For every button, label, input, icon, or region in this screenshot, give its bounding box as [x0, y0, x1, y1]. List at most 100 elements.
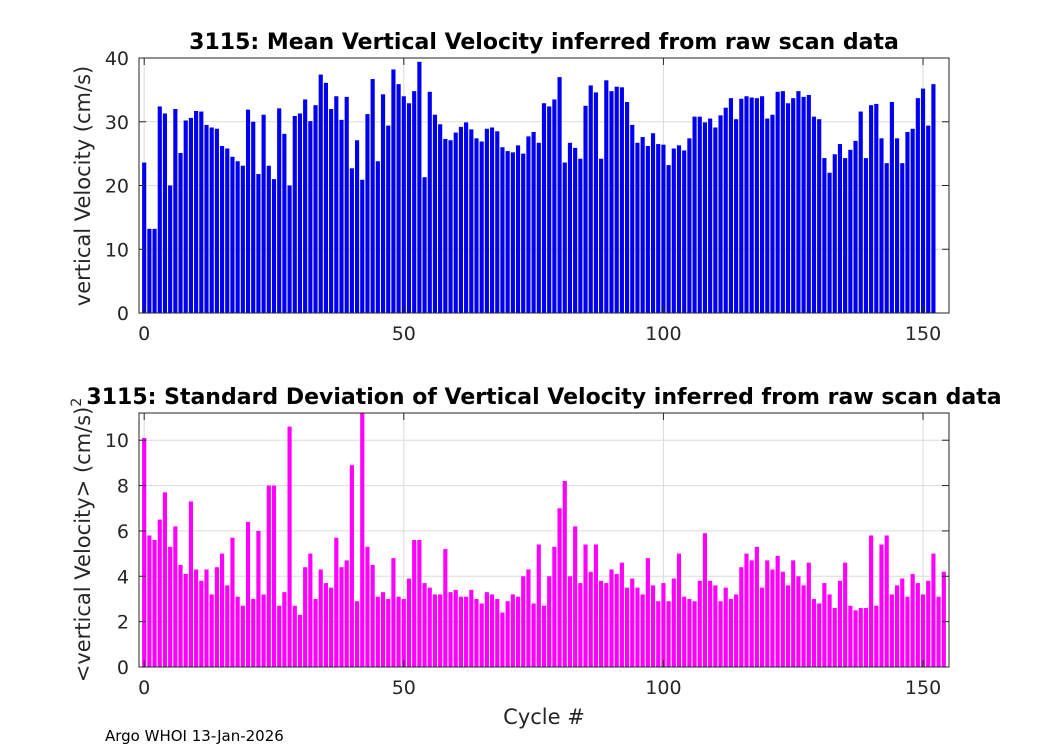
bar: [448, 140, 453, 313]
bar: [661, 583, 666, 667]
bar: [396, 84, 401, 313]
bar: [697, 580, 702, 667]
bar: [578, 158, 583, 313]
x-tick-label: 50: [392, 323, 416, 345]
bar: [562, 481, 567, 667]
bar: [837, 580, 843, 667]
bar: [329, 109, 334, 313]
y-tick-label: 10: [105, 430, 129, 452]
bar: [671, 578, 676, 667]
bar: [650, 133, 656, 313]
bar: [510, 152, 515, 313]
bar: [380, 94, 386, 313]
bar: [775, 91, 780, 313]
bar: [676, 553, 682, 667]
bar: [355, 140, 360, 313]
bar: [708, 118, 713, 313]
bar: [349, 465, 354, 667]
bar: [791, 560, 796, 667]
bar: [168, 185, 173, 313]
bar: [889, 594, 894, 667]
bar: [142, 162, 147, 313]
bar: [884, 163, 889, 313]
bar: [915, 98, 920, 313]
y-tick-label: 20: [105, 176, 129, 198]
bar: [687, 598, 692, 667]
x-axis-ticks: 0 50 100 150: [138, 58, 941, 345]
bar: [593, 92, 598, 314]
bar: [401, 96, 406, 313]
bar: [728, 598, 733, 667]
bar: [541, 103, 547, 313]
bar: [360, 179, 365, 313]
bar: [599, 158, 604, 313]
bar: [791, 98, 796, 313]
bar: [531, 603, 536, 667]
bar: [344, 560, 349, 667]
bar: [853, 140, 858, 314]
bar-series: [142, 61, 936, 314]
bar: [889, 101, 894, 314]
bar: [380, 592, 386, 667]
bar: [391, 69, 396, 313]
y-tick-label: 40: [105, 48, 129, 70]
bar: [562, 162, 567, 313]
bar: [588, 571, 593, 667]
bar: [941, 571, 946, 667]
bar: [349, 168, 354, 313]
bar: [635, 142, 640, 313]
bar: [365, 546, 370, 667]
bar: [785, 103, 791, 313]
y-tick-label: 2: [117, 612, 129, 634]
bar: [785, 585, 791, 667]
y-tick-label: 0: [117, 657, 129, 679]
bar: [370, 79, 375, 313]
bar: [194, 569, 199, 667]
bar: [282, 592, 287, 667]
bar: [723, 587, 728, 668]
bar: [318, 569, 323, 667]
bar: [635, 587, 640, 668]
bar: [188, 501, 193, 667]
bar: [261, 594, 266, 667]
bar: [230, 537, 235, 667]
bar: [386, 125, 391, 313]
bar: [713, 127, 718, 314]
bar: [526, 569, 531, 667]
bar: [687, 138, 692, 313]
bar: [308, 553, 313, 667]
bar: [718, 601, 723, 667]
bar: [297, 614, 303, 667]
bar: [900, 578, 905, 667]
bar: [271, 485, 277, 667]
bar: [417, 61, 422, 313]
bar: [271, 179, 277, 314]
bar: [895, 138, 900, 313]
bar: [355, 601, 360, 667]
bar: [266, 165, 271, 313]
bar: [292, 605, 297, 667]
bar: [412, 540, 417, 667]
bar: [536, 544, 541, 667]
bar: [593, 544, 598, 667]
bar: [292, 116, 297, 313]
bar: [526, 136, 531, 313]
bar: [557, 508, 562, 667]
bar: [490, 594, 495, 667]
bar: [926, 125, 931, 313]
bar: [453, 589, 458, 667]
bar: [432, 114, 438, 314]
bar: [220, 145, 225, 313]
bar: [625, 587, 630, 668]
bar: [209, 594, 214, 667]
bar: [521, 153, 526, 314]
y-tick-label: 6: [117, 521, 129, 543]
bar: [749, 97, 754, 313]
bar: [412, 91, 417, 314]
y-axis-label-superscript: 2: [69, 398, 85, 407]
bar: [858, 111, 863, 313]
bar: [479, 603, 484, 667]
bar: [344, 96, 349, 313]
bar: [920, 88, 926, 313]
bar: [869, 535, 874, 667]
